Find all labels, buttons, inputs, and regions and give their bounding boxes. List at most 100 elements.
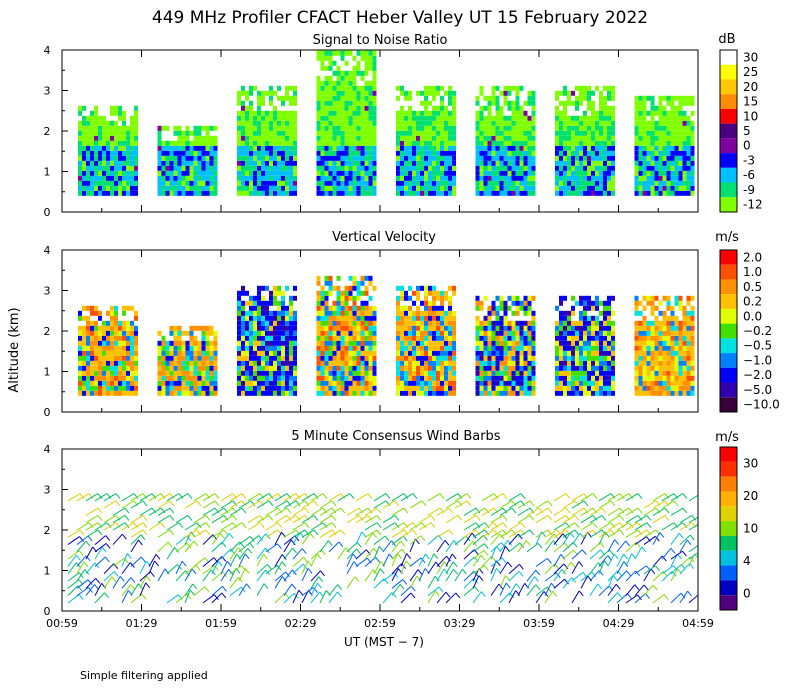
heat-cell [479, 335, 484, 341]
heat-cell [638, 150, 643, 156]
heat-cell [249, 155, 253, 161]
heat-cell [583, 315, 587, 321]
heat-cell [428, 385, 432, 391]
heat-cell [662, 105, 667, 111]
heat-cell [646, 390, 651, 396]
heat-cell [479, 175, 484, 181]
heat-cell [674, 110, 679, 116]
heat-cell [567, 185, 571, 191]
heat-cell [650, 145, 655, 151]
heat-cell [94, 310, 98, 316]
heat-cell [273, 170, 277, 176]
heat-cell [261, 95, 265, 101]
wind-barb-staff [157, 493, 171, 502]
heat-cell [400, 305, 404, 311]
heat-cell [102, 145, 106, 151]
heat-cell [575, 105, 579, 111]
heat-cell [324, 165, 329, 171]
heat-cell [511, 100, 516, 106]
heat-cell [364, 340, 369, 346]
heat-cell [94, 115, 98, 121]
heat-cell [579, 115, 583, 121]
heat-cell [638, 115, 643, 121]
heat-cell [527, 180, 532, 186]
wind-barb-staff [193, 586, 206, 596]
wind-barb-staff [157, 507, 171, 516]
heat-cell [277, 150, 281, 156]
heat-cell [328, 285, 333, 291]
heat-cell [642, 105, 647, 111]
heat-cell [185, 125, 190, 131]
heat-cell [197, 355, 202, 361]
heat-cell [289, 370, 293, 376]
heat-cell [332, 285, 337, 291]
heat-cell [102, 135, 106, 141]
heat-cell [638, 310, 643, 316]
heat-cell [356, 340, 361, 346]
heat-cell [161, 335, 166, 341]
wind-barb-flag [193, 540, 199, 547]
heat-cell [241, 100, 245, 106]
heat-cell [161, 165, 166, 171]
heat-cell [289, 150, 293, 156]
colorbar-label: 5 [743, 124, 751, 138]
heat-cell [356, 350, 361, 356]
heat-cell [344, 80, 349, 86]
heat-cell [293, 315, 297, 321]
heat-cell [213, 330, 218, 336]
heat-cell [662, 340, 667, 346]
heat-cell [642, 150, 647, 156]
heat-cell [134, 310, 138, 316]
heat-cell [583, 365, 587, 371]
heat-cell [340, 370, 345, 376]
heat-cell [531, 350, 536, 356]
heat-cell [122, 135, 126, 141]
heat-cell [213, 350, 218, 356]
heat-cell [452, 130, 456, 136]
heat-cell [257, 145, 261, 151]
heat-cell [185, 380, 190, 386]
heat-cell [487, 380, 492, 386]
heat-cell [444, 145, 448, 151]
heat-cell [344, 165, 349, 171]
heat-cell [638, 325, 643, 331]
heat-cell [686, 180, 691, 186]
heat-cell [161, 175, 166, 181]
heat-cell [479, 105, 484, 111]
heat-cell [289, 305, 293, 311]
wind-barb-flag [115, 493, 121, 499]
heat-cell [277, 355, 281, 361]
heat-cell [579, 180, 583, 186]
heat-cell [611, 145, 615, 151]
heat-cell [440, 355, 444, 361]
heat-cell [237, 350, 241, 356]
heat-cell [487, 315, 492, 321]
heat-cell [245, 360, 249, 366]
heat-cell [491, 85, 496, 91]
heat-cell [269, 315, 273, 321]
heat-cell [328, 130, 333, 136]
heat-cell [360, 325, 365, 331]
wind-barb-staff [148, 522, 162, 531]
heat-cell [424, 375, 428, 381]
heat-cell [579, 165, 583, 171]
heat-cell [607, 165, 611, 171]
heat-cell [86, 185, 90, 191]
heat-cell [448, 330, 452, 336]
wind-barb-flag [88, 522, 94, 528]
heat-cell [662, 170, 667, 176]
heat-cell [189, 345, 194, 351]
heat-cell [78, 310, 82, 316]
heat-cell [599, 380, 603, 386]
heat-cell [285, 90, 289, 96]
heat-cell [130, 355, 134, 361]
heat-cell [281, 355, 285, 361]
heat-cell [237, 150, 241, 156]
heat-cell [289, 85, 293, 91]
heat-cell [511, 385, 516, 391]
heat-cell [114, 315, 118, 321]
heat-cell [654, 110, 659, 116]
heat-cell [249, 180, 253, 186]
heat-cell [78, 130, 82, 136]
heat-cell [360, 110, 365, 116]
